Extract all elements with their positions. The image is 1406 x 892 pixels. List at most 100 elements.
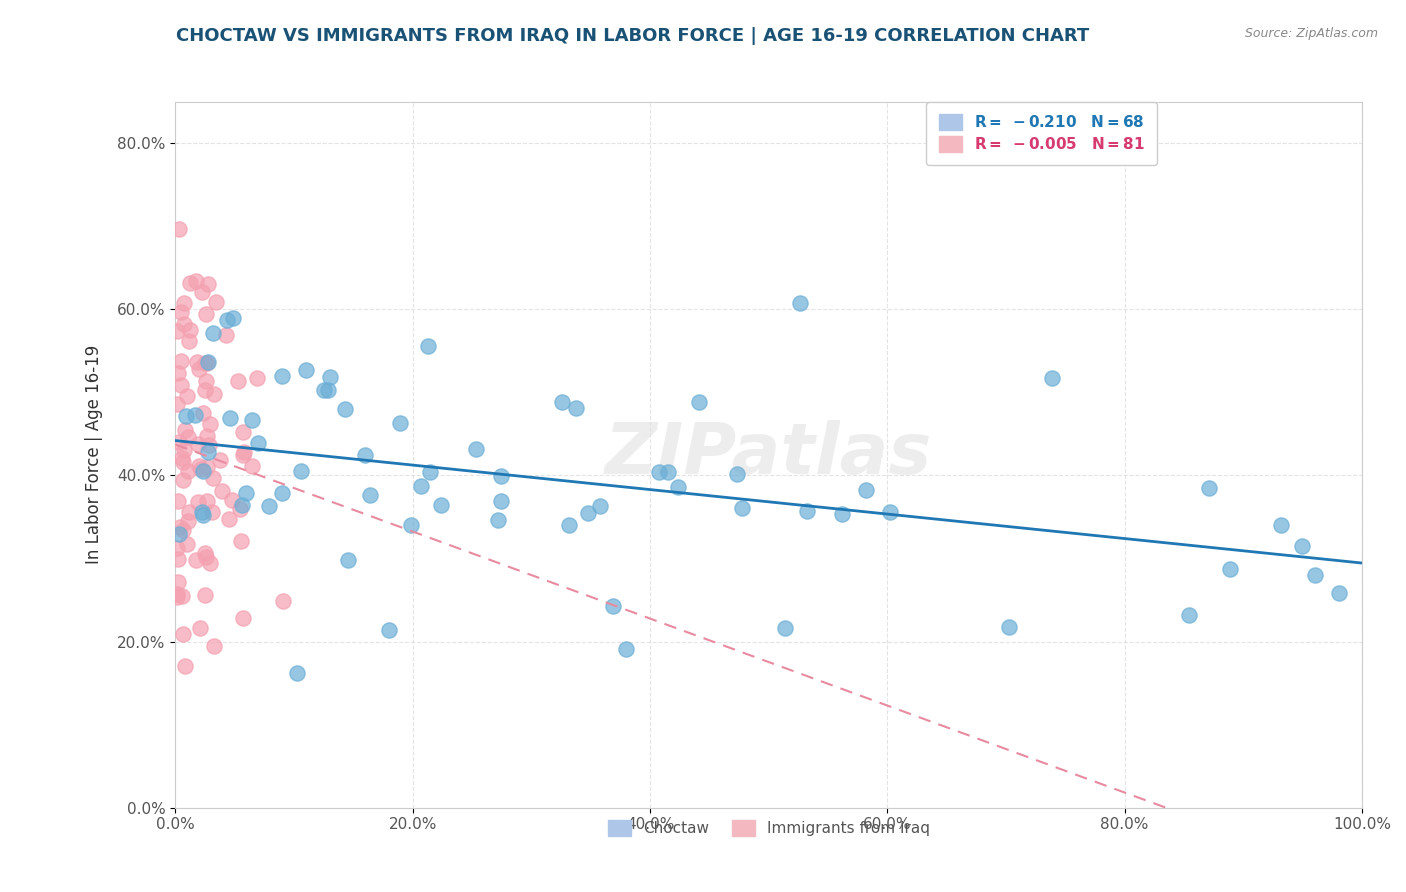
Point (169, 304, 191, 318)
Point (657, 465, 679, 479)
Point (177, 505, 200, 519)
Point (312, 383, 335, 397)
Point (195, 307, 218, 321)
Point (201, 505, 224, 519)
Point (418, 465, 440, 479)
Point (232, 444, 254, 458)
Point (170, 589, 193, 603)
Point (200, 556, 222, 570)
Point (166, 397, 188, 411)
Point (209, 452, 232, 467)
Point (190, 462, 212, 476)
Point (565, 401, 588, 416)
Point (551, 395, 574, 409)
Point (491, 469, 513, 483)
Point (167, 434, 190, 449)
Point (167, 527, 190, 541)
Point (1305, 568, 1327, 582)
Point (359, 488, 381, 502)
Point (235, 485, 257, 500)
Point (187, 494, 209, 508)
Point (198, 437, 221, 451)
Point (173, 295, 195, 310)
Point (602, 599, 624, 613)
Point (174, 409, 197, 423)
Point (465, 442, 488, 457)
Point (229, 502, 252, 516)
Point (194, 549, 217, 564)
Point (202, 471, 225, 485)
Point (271, 594, 294, 608)
Point (401, 518, 423, 533)
Point (855, 483, 877, 497)
Point (188, 362, 211, 376)
Point (725, 467, 748, 481)
Point (167, 222, 190, 236)
Point (195, 356, 218, 370)
Point (831, 508, 853, 522)
Point (217, 313, 239, 327)
Point (166, 587, 188, 601)
Point (202, 387, 225, 401)
Point (1219, 562, 1241, 576)
Point (167, 575, 190, 590)
Point (177, 334, 200, 348)
Point (614, 641, 637, 656)
Point (218, 410, 240, 425)
Point (337, 552, 360, 566)
Point (167, 493, 190, 508)
Point (232, 425, 254, 440)
Point (271, 369, 294, 384)
Point (172, 626, 194, 640)
Point (184, 274, 207, 288)
Point (191, 505, 214, 519)
Point (173, 423, 195, 437)
Point (191, 285, 214, 299)
Point (222, 311, 245, 326)
Point (388, 416, 411, 430)
Point (688, 395, 710, 409)
Text: CHOCTAW VS IMMIGRANTS FROM IRAQ IN LABOR FORCE | AGE 16-19 CORRELATION CHART: CHOCTAW VS IMMIGRANTS FROM IRAQ IN LABOR… (176, 27, 1090, 45)
Point (177, 430, 200, 444)
Point (226, 374, 249, 388)
Point (773, 621, 796, 635)
Point (240, 413, 263, 427)
Point (796, 504, 818, 518)
Y-axis label: In Labor Force | Age 16-19: In Labor Force | Age 16-19 (86, 345, 103, 565)
Point (179, 277, 201, 291)
Point (1040, 370, 1063, 384)
Point (170, 354, 193, 368)
Text: Source: ZipAtlas.com: Source: ZipAtlas.com (1244, 27, 1378, 40)
Point (167, 552, 190, 566)
Point (218, 512, 240, 526)
Point (231, 499, 253, 513)
Point (378, 623, 401, 637)
Point (166, 541, 188, 555)
Point (1177, 608, 1199, 623)
Point (177, 514, 200, 528)
Point (318, 370, 340, 384)
Point (195, 374, 218, 388)
Point (194, 588, 217, 602)
Point (200, 417, 222, 431)
Point (194, 383, 217, 397)
Point (589, 500, 612, 514)
Point (197, 444, 219, 458)
Point (411, 479, 433, 493)
Legend: Choctaw, Immigrants from Iraq: Choctaw, Immigrants from Iraq (602, 814, 936, 842)
Point (172, 523, 194, 537)
Point (416, 339, 439, 353)
Point (290, 464, 312, 478)
Point (186, 355, 208, 369)
Point (193, 508, 215, 522)
Point (240, 458, 263, 473)
Point (666, 480, 689, 494)
Point (246, 371, 269, 385)
Point (486, 513, 509, 527)
Point (197, 277, 219, 291)
Point (316, 383, 339, 397)
Point (191, 406, 214, 420)
Point (195, 494, 218, 508)
Point (558, 518, 581, 533)
Point (1198, 481, 1220, 495)
